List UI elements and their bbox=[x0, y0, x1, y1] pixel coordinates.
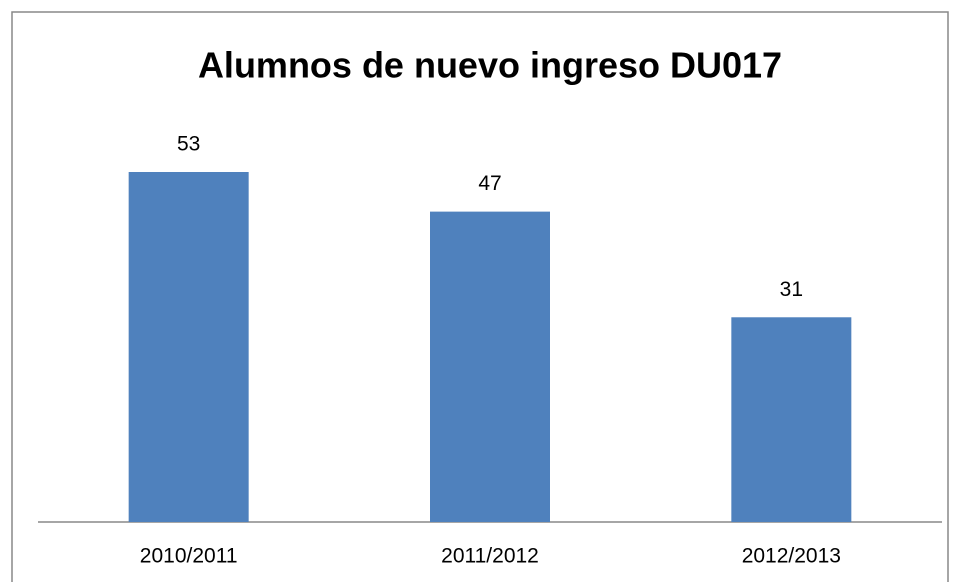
data-label: 47 bbox=[478, 172, 501, 195]
chart-title: Alumnos de nuevo ingreso DU017 bbox=[198, 45, 782, 86]
bar bbox=[128, 172, 249, 522]
x-tick-label: 2011/2012 bbox=[441, 545, 539, 568]
bar bbox=[430, 211, 550, 523]
x-tick-label: 2012/2013 bbox=[742, 545, 841, 568]
data-label: 53 bbox=[177, 133, 200, 156]
data-label: 31 bbox=[780, 278, 803, 301]
bar bbox=[731, 317, 852, 522]
x-tick-label: 2010/2011 bbox=[140, 545, 238, 568]
